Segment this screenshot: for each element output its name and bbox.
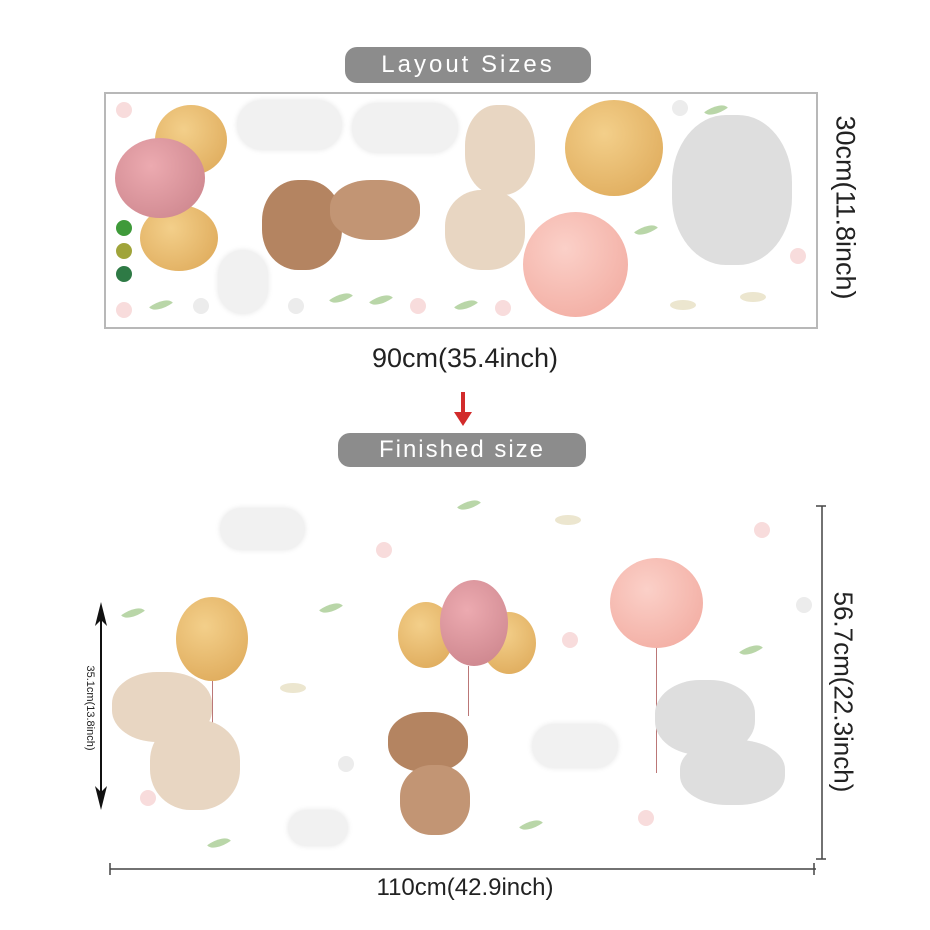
dot — [672, 100, 688, 116]
sheet-width-label: 90cm(35.4inch) — [371, 343, 559, 373]
sticker-sheet — [104, 92, 818, 329]
cloud — [352, 103, 458, 153]
cloud — [220, 508, 305, 550]
dot — [140, 790, 156, 806]
dot — [116, 302, 132, 318]
dot — [495, 300, 511, 316]
double-arrow-vertical-icon — [95, 602, 107, 810]
bunny-body — [445, 190, 525, 270]
cloud — [532, 724, 618, 768]
cloud — [288, 810, 348, 846]
bird — [740, 292, 766, 302]
layout-sizes-label: Layout Sizes — [345, 47, 591, 83]
bear — [388, 712, 468, 772]
yellow-balloon — [565, 100, 663, 196]
leaf — [121, 602, 145, 624]
dot — [193, 298, 209, 314]
dot — [376, 542, 392, 558]
sheet-height-label: 30cm(11.8inch) — [830, 115, 861, 300]
pink-balloon — [115, 138, 205, 218]
leaf — [207, 832, 231, 854]
elephant-body — [680, 740, 785, 805]
balloon-string — [212, 681, 213, 741]
bird — [670, 300, 696, 310]
bear-body — [330, 180, 420, 240]
bear-body — [400, 765, 470, 835]
dot — [790, 248, 806, 264]
leaf — [457, 494, 481, 516]
finished-width-label: 110cm(42.9inch) — [376, 874, 554, 901]
dot — [754, 522, 770, 538]
dot — [116, 102, 132, 118]
balloon-string — [468, 666, 469, 716]
leaf — [739, 639, 763, 661]
finished-size-label: Finished size — [338, 433, 586, 467]
dot — [338, 756, 354, 772]
cert-badge-icon — [116, 243, 132, 259]
dot — [796, 597, 812, 613]
cert-badge-icon — [116, 220, 132, 236]
down-arrow-icon — [454, 392, 472, 426]
leaf — [319, 597, 343, 619]
peach-balloon — [523, 212, 628, 317]
cloud — [237, 100, 342, 150]
width-dimension-line — [109, 863, 816, 875]
cert-badge-icon — [116, 266, 132, 282]
leaf — [519, 814, 543, 836]
bird — [555, 515, 581, 525]
pink-balloon — [440, 580, 508, 666]
dot — [410, 298, 426, 314]
yellow-balloon — [176, 597, 248, 681]
finished-height-label: 56.7cm(22.3inch) — [828, 591, 859, 793]
peach-balloon — [610, 558, 703, 648]
figure-height-label: 35.1cm(13.8inch) — [84, 665, 96, 751]
dot — [562, 632, 578, 648]
dot — [288, 298, 304, 314]
bunny — [465, 105, 535, 195]
height-dimension-line — [816, 505, 826, 860]
bear — [262, 180, 342, 270]
bird — [280, 683, 306, 693]
elephant — [672, 115, 792, 265]
dot — [638, 810, 654, 826]
cloud — [218, 250, 268, 314]
bunny-body — [150, 720, 240, 810]
